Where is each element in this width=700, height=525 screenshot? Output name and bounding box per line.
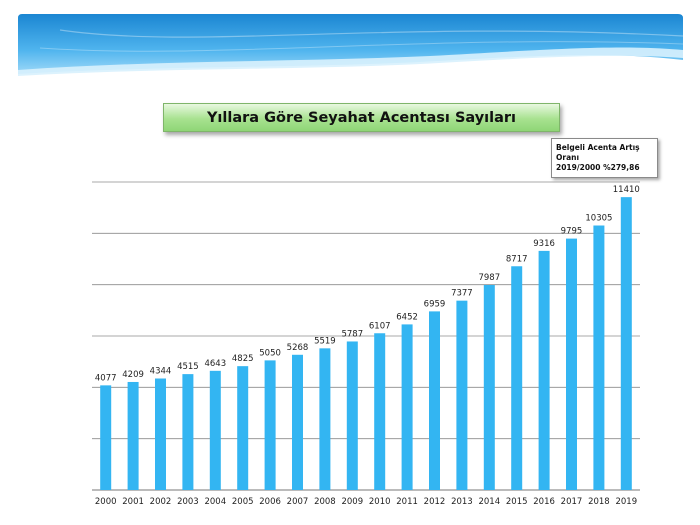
x-tick-2004: 2004: [204, 497, 226, 507]
bar-2008: [319, 348, 331, 490]
bar-2010: [374, 333, 386, 490]
value-label-2018: 10305: [585, 214, 612, 224]
value-label-2016: 9316: [533, 239, 555, 249]
bar-2015: [511, 266, 523, 490]
bar-2017: [566, 238, 577, 490]
value-label-2014: 7987: [478, 273, 500, 283]
x-tick-2015: 2015: [506, 497, 528, 507]
bar-2007: [292, 354, 303, 490]
bars: [100, 197, 632, 491]
value-label-2004: 4643: [204, 359, 226, 369]
x-tick-2013: 2013: [451, 497, 473, 507]
x-tick-2006: 2006: [259, 497, 281, 507]
bar-2003: [182, 374, 194, 490]
x-tick-2017: 2017: [561, 497, 583, 507]
value-label-2009: 5787: [341, 329, 363, 339]
annotation-line-2: Oranı: [556, 152, 580, 162]
value-label-2013: 7377: [451, 289, 473, 299]
bar-2004: [209, 370, 221, 490]
x-tick-2014: 2014: [478, 497, 500, 507]
x-tick-2007: 2007: [287, 497, 309, 507]
x-tick-2009: 2009: [341, 497, 363, 507]
x-tick-2000: 2000: [95, 497, 117, 507]
value-label-2008: 5519: [314, 336, 336, 346]
annotation-line-1: Belgeli Acenta Artış: [556, 143, 640, 152]
value-label-2003: 4515: [177, 362, 199, 372]
value-label-2005: 4825: [232, 354, 254, 364]
value-label-2000: 4077: [95, 373, 117, 383]
value-label-2012: 6959: [424, 299, 446, 309]
x-tick-2018: 2018: [588, 497, 610, 507]
gridlines: [92, 181, 640, 491]
value-label-2011: 6452: [396, 312, 418, 322]
value-label-2007: 5268: [287, 343, 309, 353]
bar-2006: [264, 360, 276, 490]
chart-title: Yıllara Göre Seyahat Acentası Sayıları: [163, 103, 560, 132]
bar-2002: [155, 378, 166, 490]
bar-2009: [346, 341, 358, 490]
value-label-2010: 6107: [369, 321, 391, 331]
x-tick-2011: 2011: [396, 497, 418, 507]
bar-2011: [401, 324, 413, 490]
x-tick-2016: 2016: [533, 497, 555, 507]
bar-2012: [429, 311, 440, 490]
annotation-line-3: 2019/2000 %279,86: [556, 162, 640, 172]
x-tick-labels: 2000 2001 2002 2003 2004 2005 2006 2007 2008 2009…: [95, 497, 637, 507]
x-tick-2010: 2010: [369, 497, 391, 507]
bar-2005: [237, 366, 249, 490]
growth-annotation-box: Belgeli Acenta Artış Oranı 2019/2000 %27…: [551, 138, 658, 178]
value-label-2019: 11410: [613, 185, 640, 195]
value-labels: 4077 4209 4344 4515 4643 4825 5050 5268 5519 5787…: [95, 185, 640, 383]
value-label-2001: 4209: [122, 370, 144, 380]
bar-2014: [483, 285, 495, 490]
header-wave-banner: [18, 14, 684, 76]
value-label-2006: 5050: [259, 348, 281, 358]
bar-2000: [100, 385, 112, 490]
bar-2001: [127, 381, 139, 490]
x-tick-2008: 2008: [314, 497, 336, 507]
x-tick-2005: 2005: [232, 497, 254, 507]
x-tick-2002: 2002: [150, 497, 172, 507]
x-tick-2001: 2001: [122, 497, 144, 507]
value-label-2015: 8717: [506, 254, 528, 264]
bar-2016: [538, 250, 550, 490]
value-label-2017: 9795: [561, 227, 583, 237]
bar-2018: [593, 225, 605, 490]
x-tick-2012: 2012: [424, 497, 446, 507]
bar-2013: [456, 300, 468, 490]
x-tick-2003: 2003: [177, 497, 199, 507]
bar-2019: [620, 197, 632, 491]
x-tick-2019: 2019: [615, 497, 637, 507]
value-label-2002: 4344: [150, 367, 172, 377]
